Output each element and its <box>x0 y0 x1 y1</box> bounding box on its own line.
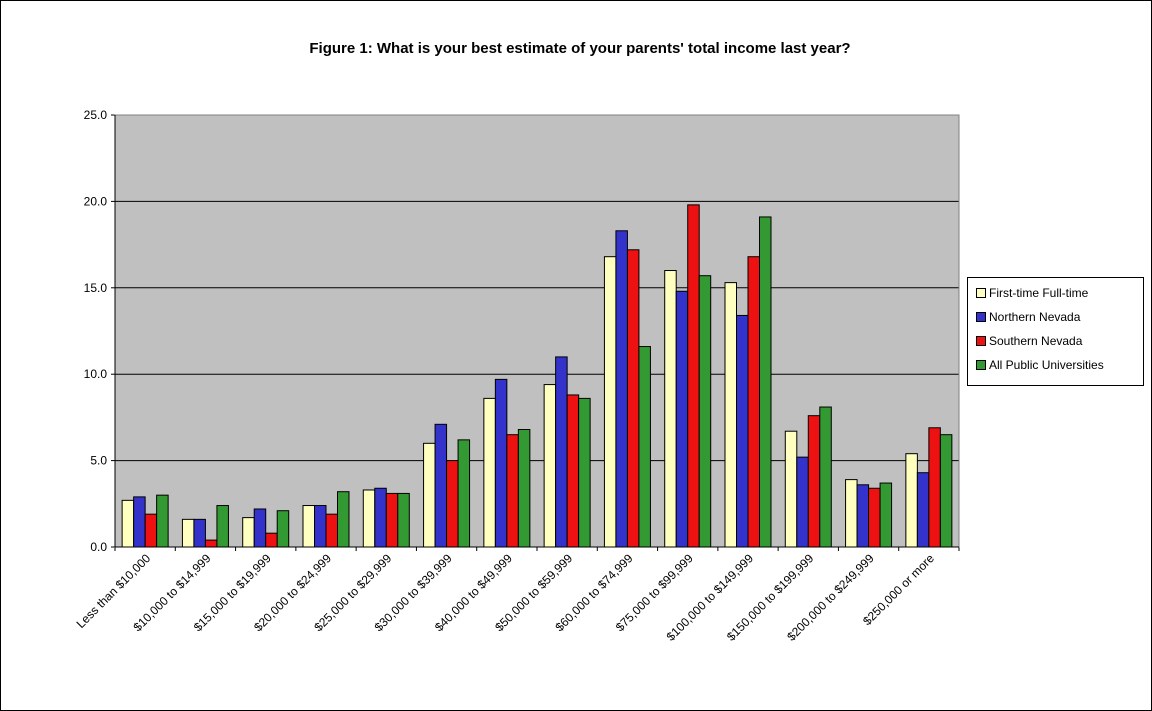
bar <box>615 230 628 548</box>
legend-swatch <box>976 288 986 298</box>
legend: First-time Full-time Northern Nevada Sou… <box>967 277 1144 386</box>
bar <box>807 415 821 548</box>
legend-item: Northern Nevada <box>976 309 1080 325</box>
bar <box>664 270 677 548</box>
bar <box>759 216 772 548</box>
bar <box>603 256 617 548</box>
bar <box>483 397 496 548</box>
bar <box>916 472 930 548</box>
plot-area <box>115 115 959 547</box>
bar <box>494 378 508 548</box>
bar <box>543 384 557 548</box>
bar <box>434 423 448 548</box>
y-tick-label: 15.0 <box>84 281 108 295</box>
bar <box>457 439 471 548</box>
legend-swatch <box>976 360 986 370</box>
legend-swatch <box>976 312 986 322</box>
bar <box>337 491 350 548</box>
bar <box>133 496 146 548</box>
legend-label: Northern Nevada <box>989 310 1081 324</box>
legend-label: All Public Universities <box>989 358 1104 372</box>
bar <box>204 539 218 548</box>
chart-title: Figure 1: What is your best estimate of … <box>309 40 851 57</box>
bar <box>374 487 387 548</box>
bar <box>385 492 399 548</box>
bar <box>253 508 267 548</box>
legend-item: All Public Universities <box>976 357 1104 373</box>
bar <box>314 505 327 548</box>
y-axis-ticks: 0.0 5.0 10.0 15.0 20.0 25.0 <box>84 108 115 554</box>
legend-item: Southern Nevada <box>976 333 1082 349</box>
bar <box>446 460 459 548</box>
bar <box>397 492 410 548</box>
bar <box>362 489 376 548</box>
bar <box>506 434 519 548</box>
legend-label: Southern Nevada <box>989 334 1083 348</box>
bar <box>265 532 278 548</box>
bar <box>216 505 229 548</box>
bar <box>555 356 568 548</box>
y-tick-label: 20.0 <box>84 194 108 208</box>
bar <box>784 430 798 548</box>
bar <box>193 518 206 548</box>
bar <box>687 204 700 548</box>
bar <box>856 484 870 548</box>
bar <box>242 517 255 548</box>
bar <box>675 290 689 548</box>
bar <box>939 434 953 548</box>
bar <box>736 314 749 548</box>
bar <box>845 479 858 548</box>
bar <box>868 487 881 548</box>
bar <box>879 482 893 548</box>
bar <box>566 394 580 548</box>
legend-item: First-time Full-time <box>976 285 1088 301</box>
bar <box>638 346 651 548</box>
bar <box>517 429 531 548</box>
bar <box>423 442 436 548</box>
y-tick-label: 5.0 <box>90 454 107 468</box>
bar <box>302 505 315 548</box>
bar <box>698 275 712 548</box>
bar <box>905 453 918 548</box>
legend-label: First-time Full-time <box>989 286 1089 300</box>
bar <box>724 282 737 548</box>
bar <box>325 513 338 548</box>
bar <box>928 427 941 548</box>
bar <box>144 513 158 548</box>
bar <box>578 397 591 548</box>
y-tick-label: 25.0 <box>84 108 108 122</box>
x-axis-ticks: Less than $10,000$10,000 to $14,999$15,0… <box>74 547 960 644</box>
bar <box>819 406 832 548</box>
bar <box>156 494 169 548</box>
y-tick-label: 10.0 <box>84 367 108 381</box>
legend-swatch <box>976 336 986 346</box>
bar <box>121 499 135 548</box>
y-tick-label: 0.0 <box>90 540 107 554</box>
bar <box>796 456 809 548</box>
bar <box>276 510 290 548</box>
bar <box>626 249 640 548</box>
bar <box>181 518 195 548</box>
bar <box>747 256 760 548</box>
